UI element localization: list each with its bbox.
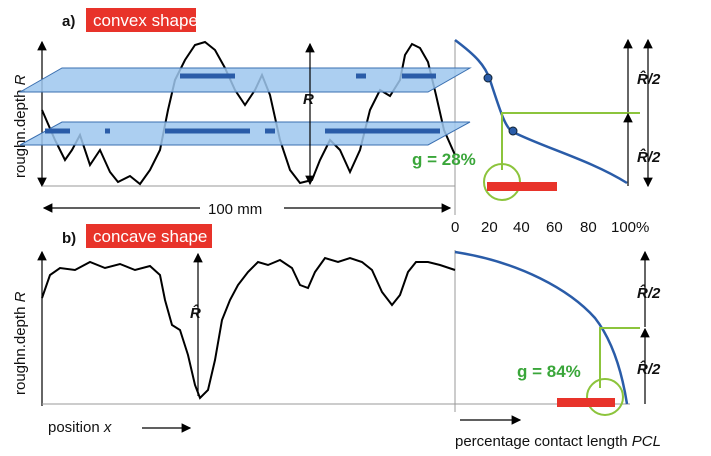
plane-upper [18,67,472,93]
panel-a: a) convex shape roughn.depth R R 100 mm … [12,8,661,236]
pcl-tick: 60 [546,219,563,236]
title-box [86,8,196,32]
abbott-curve [454,250,629,405]
panel-b: b) concave shape roughn.depth R R̂ g = 8… [12,224,661,450]
contact-bar [487,182,557,191]
panel-label: b) [62,230,76,247]
half-label: R̂/2 [637,359,661,378]
panel-title: convex shape [93,11,198,30]
pcl-axis-label: percentage contact length PCL [455,433,661,450]
contact-bar [557,398,615,407]
pcl-tick: 20 [481,219,498,236]
g-label: g = 84% [517,362,581,381]
y-axis-label: roughn.depth R [12,74,29,178]
height-label: R̂ [190,303,201,322]
point [508,126,518,136]
point [483,73,493,83]
highlight-circle [586,378,624,416]
pcl-tick: 40 [513,219,530,236]
pcl-tick: 100% [611,219,649,236]
y-axis-label: roughn.depth R [12,291,29,395]
x-axis-label: position x [48,419,112,436]
height-label: R [303,91,314,108]
level-line [599,327,640,388]
abbott-curve [454,39,628,185]
label-bg [200,198,284,218]
pcl-tick: 80 [580,219,597,236]
g-label: g = 28% [412,150,476,169]
half-label: R̂/2 [637,69,661,88]
profile [41,256,456,400]
profile [41,40,456,186]
panel-title: concave shape [93,227,207,246]
half-label: R̂/2 [637,147,661,166]
half-label: R̂/2 [637,283,661,302]
panel-label: a) [62,13,75,30]
length-label: 100 mm [208,201,262,218]
level-line [501,112,640,170]
title-box [86,224,212,248]
pcl-tick: 0 [451,219,459,236]
